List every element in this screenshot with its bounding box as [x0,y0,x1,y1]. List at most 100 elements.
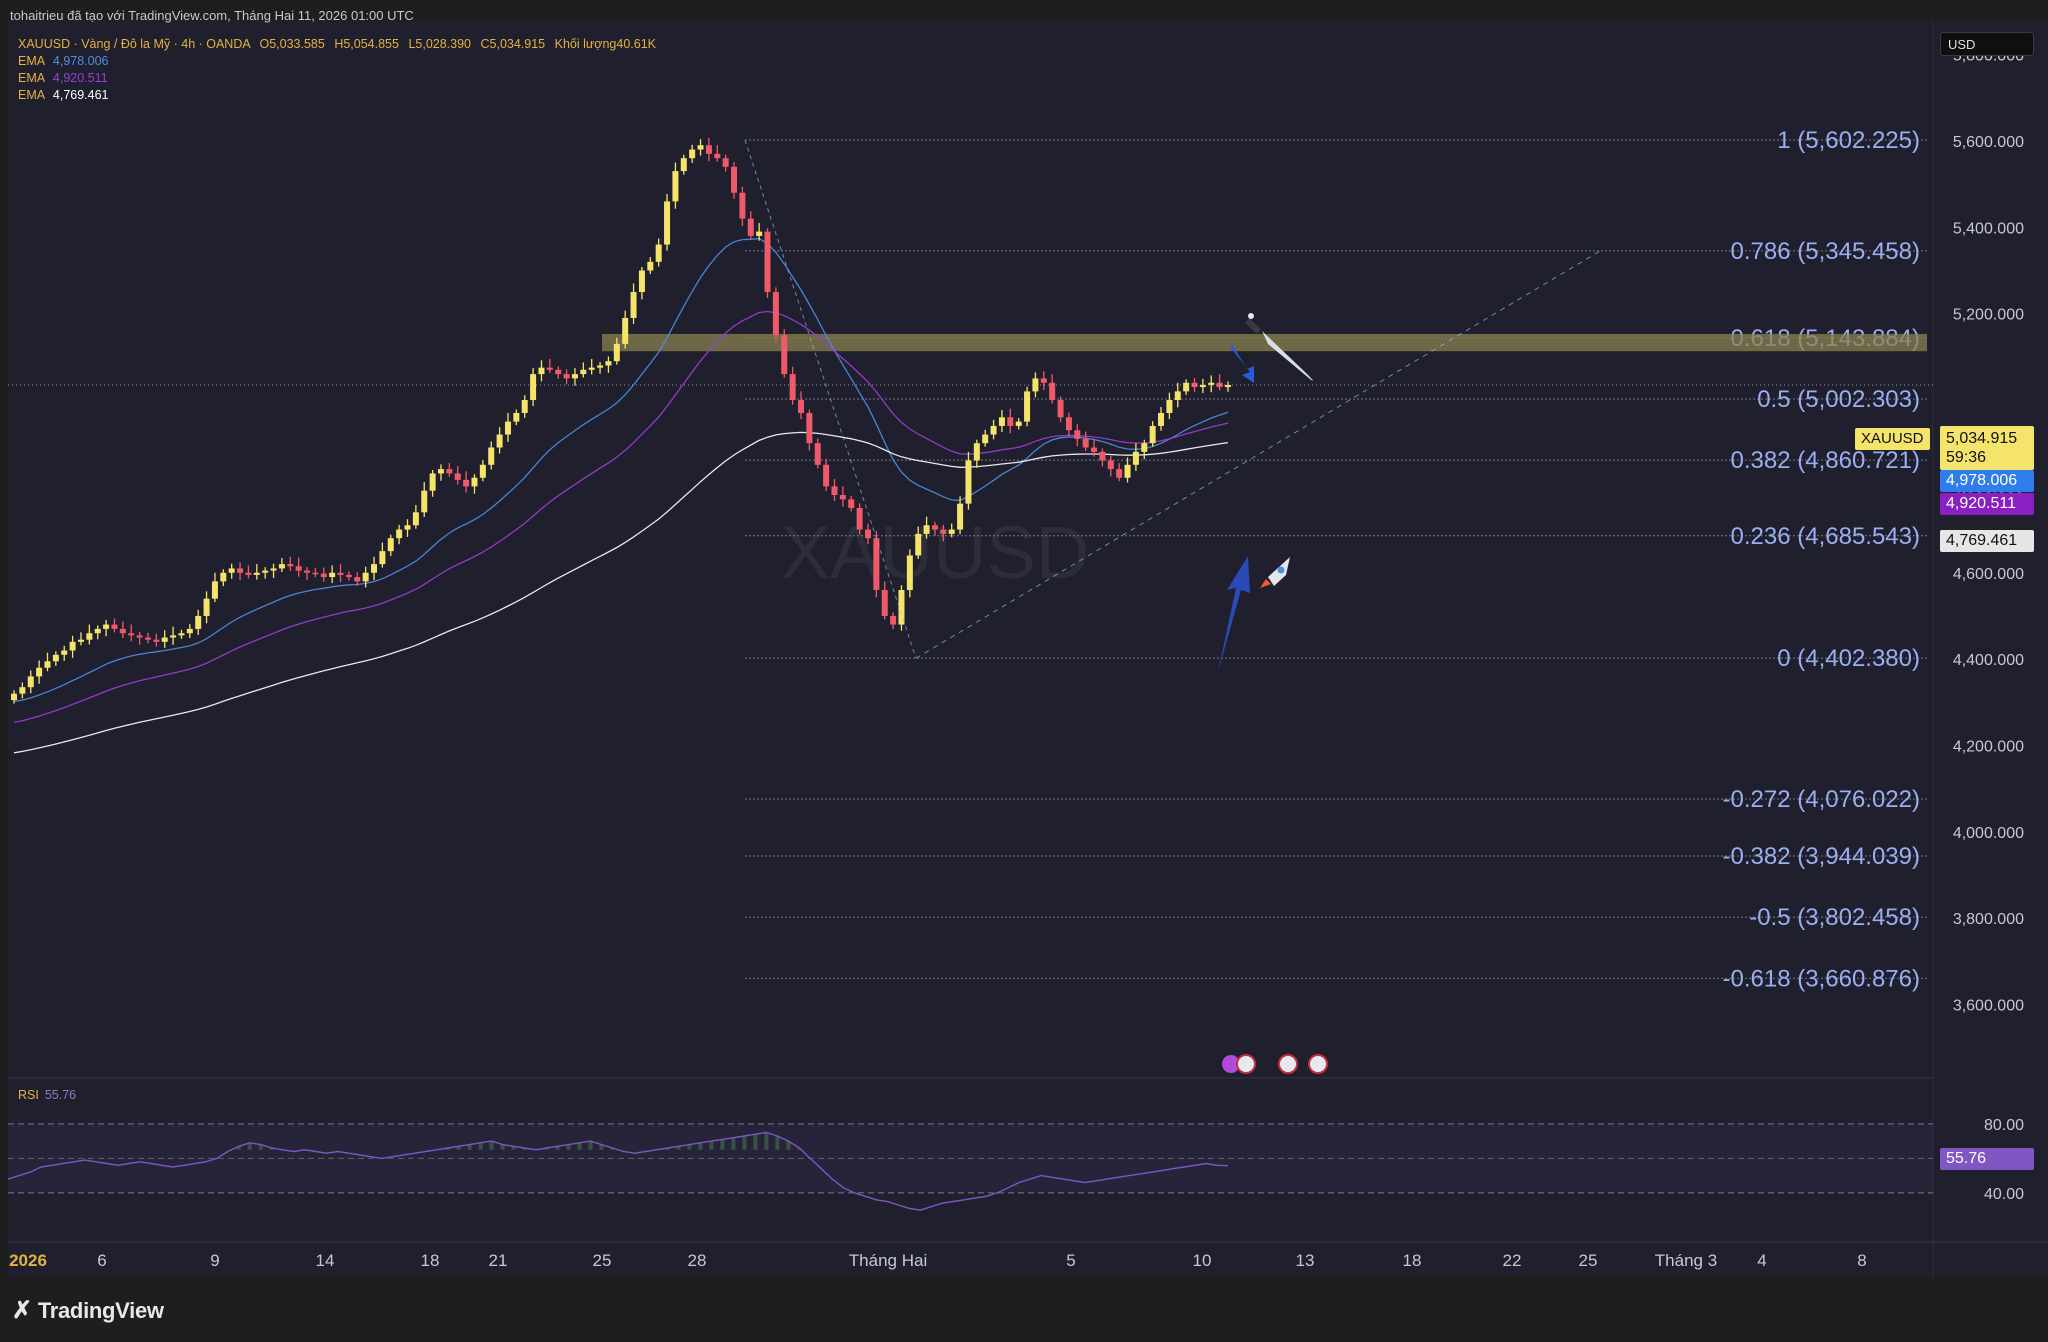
last-price-badge: 5,034.915 59:36 [1940,426,2034,470]
time-tick-label: 18 [421,1251,440,1270]
candle-body [756,231,763,236]
candle-body [1225,384,1231,388]
time-tick-label: 2026 [9,1251,47,1270]
candle-body [1166,400,1173,413]
candle-body [345,574,352,578]
ema-line [13,237,1229,703]
candle-body [44,661,51,668]
tradingview-logo-icon: ✗ [12,1297,32,1324]
candle-body [362,572,369,582]
last-price-value: 5,034.915 [1946,430,2018,447]
candle-body [806,412,813,444]
candle-body [948,529,955,534]
rsi-value: 55.76 [44,1088,77,1102]
candle-body [538,367,545,375]
candle-body [831,486,838,496]
symbol-legend-row[interactable]: XAUUSD · Vàng / Đô la Mỹ · 4h · OANDA O5… [18,36,656,53]
candle-body [463,479,470,487]
candle-body [178,633,185,636]
candle-body [270,568,277,571]
candle-body [237,568,244,573]
candle-body [864,529,871,539]
candle-body [396,529,403,539]
candle-body [546,367,553,370]
candle-body [211,581,218,599]
candle-body [86,633,93,640]
fib-level-label: -0.382 (3,944.039) [1723,843,1920,870]
candle-body [354,577,361,582]
time-axis[interactable]: 2026 6 9 14 18 21 25 28 Tháng Hai 5 10 13 18 22 25 Thán… [9,1251,1867,1270]
ohlc-open: O5,033.585 [259,37,325,51]
ema-slow-badge: 4,769.461 [1940,530,2034,552]
ema-legend-3[interactable]: EMA 4,769.461 [18,87,656,104]
fibonacci-retracement[interactable]: 1 (5,602.225)0.786 (5,345.458)0.618 (5,1… [745,127,1927,992]
candle-body [1032,378,1039,392]
candle-body [488,447,495,465]
candle-body [823,464,830,487]
resistance-zone[interactable] [602,333,1927,352]
candle-body [655,244,662,262]
price-tick-label: 4,200.000 [1953,738,2024,755]
candle-body [680,158,687,172]
time-tick-label: 4 [1757,1251,1766,1270]
candle-body [630,292,637,318]
candle-body [1099,451,1106,461]
candle-body [739,192,746,219]
candle-body [220,572,227,582]
candle-body [195,615,202,629]
currency-button[interactable]: USD [1940,32,2034,56]
trend-lines[interactable] [8,139,1933,659]
candle-body [203,598,210,616]
candle-body [412,512,419,526]
candle-body [672,171,679,202]
candle-body [998,417,1005,426]
attribution-text: tohaitrieu đã tạo với TradingView.com, T… [10,8,414,23]
candle-body [379,551,386,565]
fib-level-label: 0.786 (5,345.458) [1731,238,1920,265]
candle-body [588,367,595,370]
bar-countdown: 59:36 [1946,449,1987,466]
candle-body [1158,412,1165,426]
rsi-legend[interactable]: RSI 55.76 [18,1088,76,1102]
rsi-level-label: 80.00 [1984,1117,2024,1134]
chart-background [8,20,1933,1277]
candle-body [471,477,478,487]
candle-body [119,628,126,634]
candle-body [1091,447,1098,452]
annotation-icons[interactable] [1218,313,1328,1074]
candle-body [781,335,788,375]
fib-anchor-line [744,139,917,659]
candle-body [1074,430,1081,439]
time-tick-label: 22 [1503,1251,1522,1270]
candle-body [1141,443,1148,452]
economic-events-icons[interactable] [1222,1054,1328,1074]
candle-body [982,434,989,444]
candle-body [429,473,436,491]
candle-body [69,641,76,651]
ema-legend-2[interactable]: EMA 4,920.511 [18,70,656,87]
ema-lines [13,237,1229,754]
ohlc-low: L5,028.390 [408,37,472,51]
candle-body [722,158,729,167]
ascending-trendline [915,250,1601,659]
fib-level-label: -0.618 (3,660.876) [1723,965,1920,992]
candle-body [856,507,863,530]
candle-body [764,231,771,293]
ema-legend-1[interactable]: EMA 4,978.006 [18,53,656,70]
candle-body [898,590,905,625]
candle-body [337,572,344,575]
price-tick-label: 4,400.000 [1953,652,2024,669]
candle-body [1149,425,1156,444]
candle-body [253,572,260,575]
candle-body [1199,384,1206,388]
fib-level-label: 0.382 (4,860.721) [1731,447,1920,474]
candle-body [186,628,193,634]
candle-body [597,365,604,368]
ema-mid-badge: 4,920.511 [1940,493,2034,515]
ema-line [13,310,1229,724]
time-tick-label: 25 [1579,1251,1598,1270]
fib-level-label: 1 (5,602.225) [1777,127,1920,154]
candle-body [52,654,59,662]
candle-body [11,693,17,701]
